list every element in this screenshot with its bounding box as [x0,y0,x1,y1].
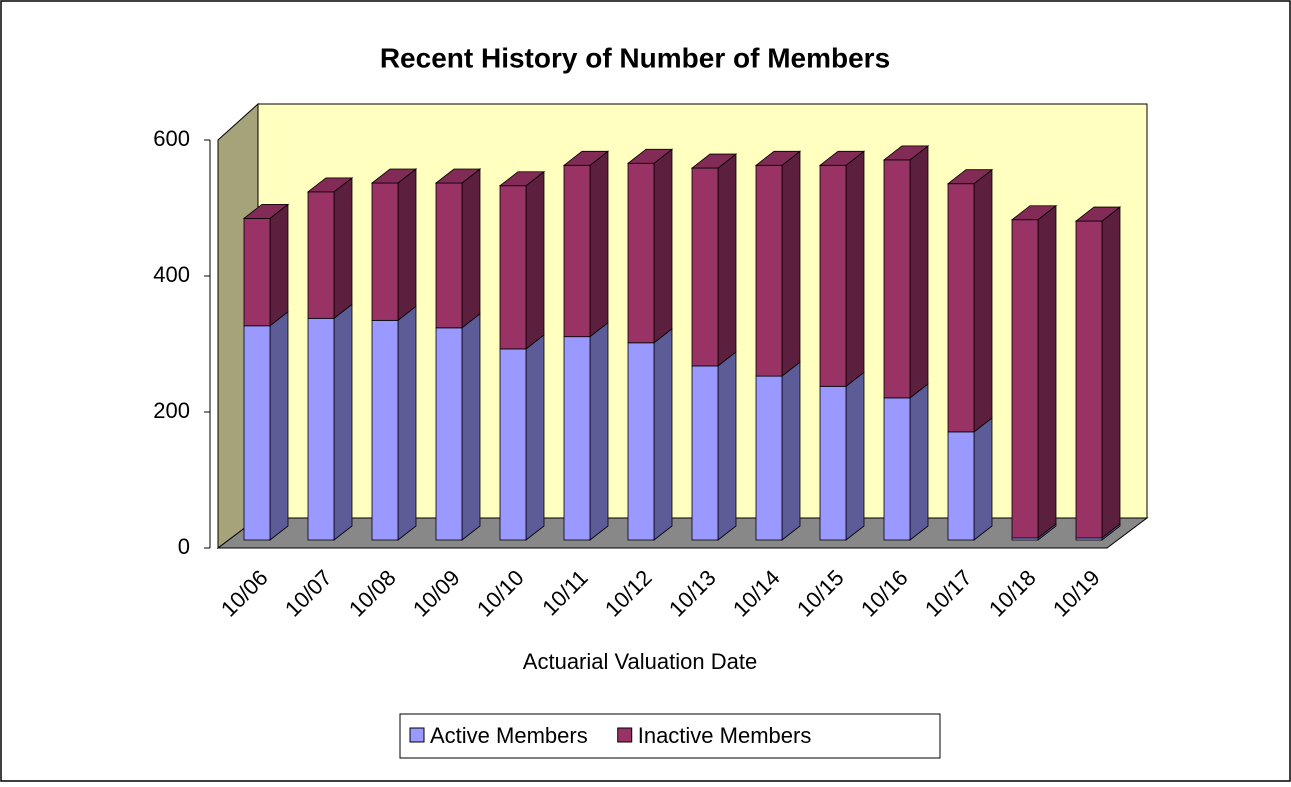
bar-side [973,417,993,541]
bar-top [562,150,610,166]
bar-side [269,310,289,541]
bar-top [306,177,354,193]
bar-side [717,351,737,541]
bar-top [626,148,674,164]
bar-side [397,168,417,322]
bar-side [653,327,673,541]
bar-side [461,168,481,329]
bar-side [781,150,801,377]
bar [307,317,335,541]
bar [947,183,975,433]
bar-top [1010,205,1058,221]
bar [243,217,271,327]
bar-side [397,305,417,541]
legend-swatch [409,727,425,743]
bar-top [498,171,546,187]
bar [499,185,527,350]
bar-side [269,203,289,327]
bar [371,319,399,541]
bar-side [461,313,481,541]
bar [691,365,719,541]
bar [819,385,847,541]
bar [627,342,655,541]
bar [819,164,847,387]
bar-top [434,168,482,184]
y-tick-label: 400 [153,262,190,287]
bar-side [845,150,865,388]
bar-top [242,203,290,219]
bar-side [525,170,545,350]
bar-side [717,153,737,367]
floor [216,517,1149,549]
bar-side [333,303,353,541]
bar-side [1037,204,1057,539]
bar-side [973,168,993,433]
bar-top [1074,206,1122,222]
bar-side [1101,206,1121,539]
bar-side [781,361,801,541]
bar-side [845,371,865,541]
bar [435,182,463,329]
bar [243,325,271,541]
bar [371,182,399,321]
bar [947,431,975,541]
legend-label: Inactive Members [638,723,812,748]
bar-side [525,334,545,541]
bar-side [333,177,353,320]
chart-title: Recent History of Number of Members [380,42,890,73]
bar [563,336,591,541]
bar-top [370,168,418,184]
bar [563,164,591,338]
y-tick-label: 200 [153,398,190,423]
legend-label: Active Members [430,723,588,748]
bar-top [946,169,994,185]
legend [399,713,941,759]
bar-top [882,145,930,161]
bar [1075,220,1103,539]
bar-side [653,148,673,344]
bar-top [754,150,802,166]
bars [242,145,1122,541]
bar [883,159,911,399]
bar-side [909,383,929,541]
bar-top [690,153,738,169]
legend-swatch [617,727,633,743]
bar-side [589,150,609,338]
bar [691,167,719,367]
bar-top [818,150,866,166]
bar [307,191,335,319]
bar [1011,219,1039,539]
bar [755,164,783,377]
bar [627,162,655,344]
bar [499,348,527,541]
x-axis-title: Actuarial Valuation Date [523,649,757,674]
y-tick-label: 600 [153,126,190,151]
bar-side [909,145,929,399]
bar [755,375,783,541]
bar [435,327,463,541]
bar-side [589,321,609,541]
y-tick-label: 0 [178,534,190,559]
bar [883,397,911,541]
